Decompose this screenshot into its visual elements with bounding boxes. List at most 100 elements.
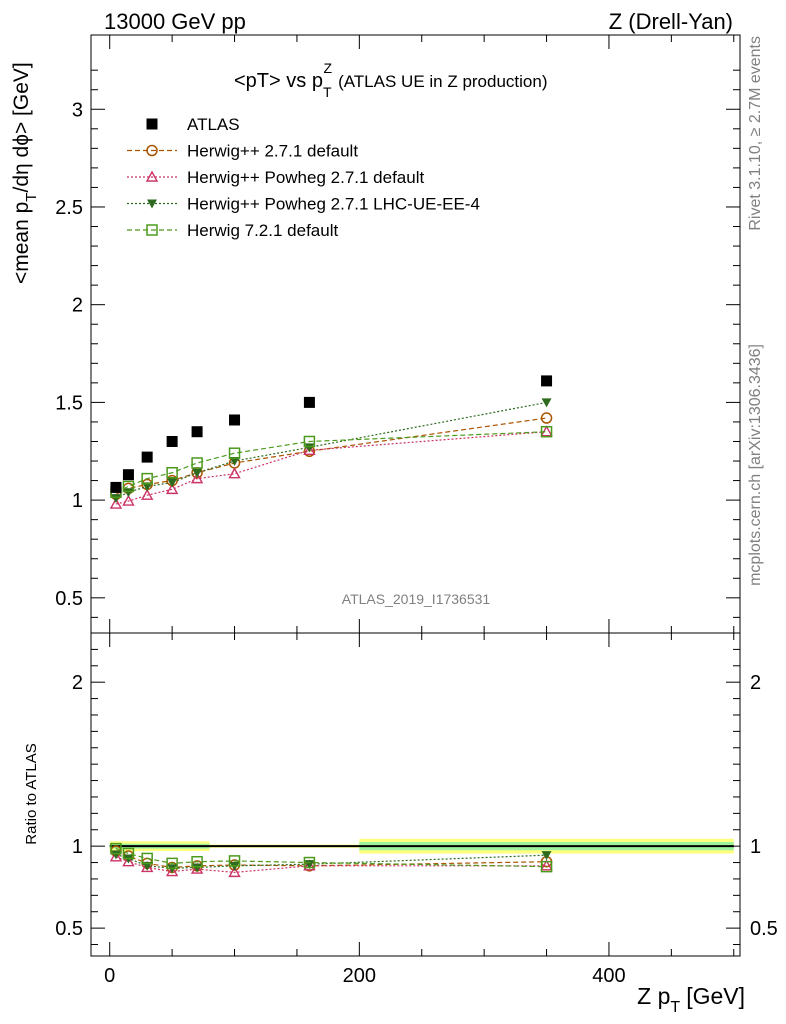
main-y-tick-label: 0.5 [55,588,83,610]
ratio-point-series-4 [540,860,553,873]
main-point-series-0 [141,451,153,463]
ratio-point-series-2 [109,850,123,862]
main-point-series-2 [140,488,154,500]
ratio-point-series-2 [228,865,241,878]
ratio-point-series-2 [140,861,154,873]
xlabel-subscript: T [670,999,680,1016]
ratio-y-tick-label-right: 2 [750,672,761,694]
mcplots-label: mcplots.cern.ch [arXiv:1306.3436] [747,344,764,586]
x-tick-label: 200 [343,965,376,987]
main-axis-ticks: 0.5 1 1.5 2 2.5 3 [55,35,740,633]
main-point-series-0 [541,375,553,387]
main-line-series-3 [115,401,547,499]
ratio-point-series-4 [122,847,135,860]
header-left-label: 13000 GeV pp [104,9,246,34]
main-point-series-1 [540,412,553,424]
legend-label: Herwig++ 2.7.1 default [187,142,358,161]
legend-marker [146,118,158,130]
main-point-series-4 [540,425,553,438]
legend-marker [145,170,159,182]
title-superscript: Z [324,60,333,76]
ratio-point-series-3 [541,851,552,861]
ratio-uncertainty-bands [109,838,734,854]
ratio-point-series-4 [191,855,203,868]
main-point-series-2 [109,497,123,509]
main-line-series-1 [115,417,547,495]
main-point-series-3 [229,457,240,467]
main-point-series-0 [303,396,315,408]
main-point-series-4 [191,457,203,469]
ratio-line-series-2 [115,856,547,873]
main-point-series-3 [142,482,153,492]
ratio-y-tick-label: 2 [72,672,83,694]
main-point-series-2 [122,494,135,506]
legend-label: Herwig 7.2.1 default [187,221,338,240]
xlabel-rest: [GeV] [686,983,745,1009]
main-point-series-2 [165,482,179,495]
ratio-y-tick-label-right: 1 [750,836,761,858]
main-point-series-3 [192,468,203,478]
ratio-point-series-4 [228,855,241,867]
main-y-tick-label: 1.5 [55,392,83,414]
ratio-panel-frame [90,632,741,957]
main-point-series-4 [166,467,178,479]
main-point-series-2 [303,443,316,455]
x-axis-label: Z pT [GeV] [637,983,745,1016]
ratio-point-series-3 [192,863,203,873]
main-point-series-0 [110,481,122,493]
main-y-tick-label: 1 [72,490,83,512]
ratio-point-series-4 [110,842,122,855]
ratio-point-series-2 [122,855,135,867]
analysis-watermark: ATLAS_2019_I1736531 [342,591,491,607]
ratio-y-axis-label: Ratio to ATLAS [23,743,40,844]
ratio-point-series-2 [165,865,179,877]
main-point-series-3 [167,478,178,488]
legend-marker [147,199,157,209]
main-point-series-3 [541,398,552,408]
main-y-tick-label: 2.5 [55,197,83,219]
main-point-series-4 [122,480,135,493]
main-panel-title: <pT> vs pTZ (ATLAS UE in Z production) [234,60,548,100]
ylabel-part-1: <mean p [10,202,33,284]
ratio-point-series-2 [303,859,316,871]
legend-marker [146,224,158,236]
title-subscript: T [323,84,332,100]
main-point-series-0 [166,435,178,447]
legend-label: Herwig++ Powheg 2.7.1 default [187,168,424,187]
ratio-axis-ticks: 0.5 0.5 1 1 2 2 0 200 400 [55,633,778,987]
main-point-series-0 [191,426,203,438]
ratio-point-series-4 [141,852,153,865]
ratio-y-tick-label: 0.5 [55,918,83,940]
main-point-series-2 [190,472,204,484]
main-point-series-4 [141,472,153,485]
main-point-series-3 [123,488,134,498]
xlabel-main: Z p [637,983,670,1009]
main-line-series-4 [115,431,547,493]
ratio-point-series-2 [190,862,204,874]
ylabel-subscript: T [23,193,40,202]
main-y-axis-label: <mean pT/dη dϕ> [GeV] [10,62,40,284]
main-y-tick-label: 3 [72,99,83,121]
ratio-point-series-4 [166,857,178,870]
legend-label: Herwig++ Powheg 2.7.1 LHC-UE-EE-4 [187,195,480,214]
ratio-point-series-4 [303,856,316,869]
header-right-label: Z (Drell-Yan) [609,9,733,34]
main-line-series-2 [115,431,547,505]
main-point-series-0 [229,414,241,426]
main-series-group [109,375,553,509]
title-rest: (ATLAS UE in Z production) [338,72,547,91]
x-tick-label: 0 [104,965,115,987]
rivet-version-label: Rivet 3.1.10, ≥ 2.7M events [747,36,764,231]
ratio-point-series-3 [110,850,121,860]
main-point-series-2 [228,467,241,479]
ylabel-part-2: /dη dϕ> [GeV] [10,62,33,192]
ratio-point-series-2 [540,859,553,871]
main-point-series-3 [110,494,121,504]
title-main: <pT> vs p [234,70,323,92]
main-y-tick-label: 2 [72,295,83,317]
ratio-y-tick-label: 1 [72,836,83,858]
legend-label: ATLAS [187,115,240,134]
ratio-series-group [109,842,553,878]
main-point-series-4 [303,435,316,448]
